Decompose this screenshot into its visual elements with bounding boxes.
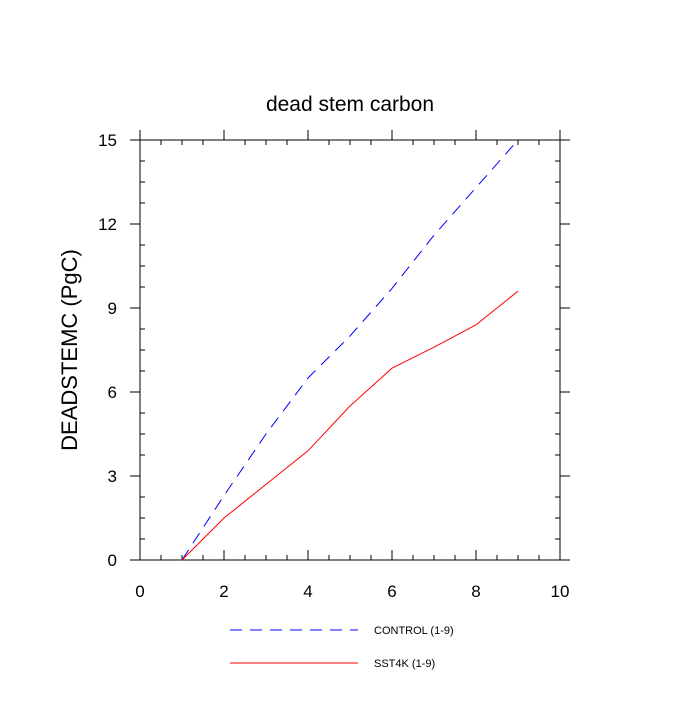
y-tick-label: 9 bbox=[108, 299, 117, 318]
x-tick-label: 4 bbox=[303, 582, 312, 601]
series-line-1 bbox=[181, 139, 519, 561]
x-tick-label: 10 bbox=[551, 582, 570, 601]
legend: CONTROL (1-9) SST4K (1-9) bbox=[230, 625, 454, 670]
series-line-2 bbox=[181, 290, 519, 561]
y-axis-title: DEADSTEMC (PgC) bbox=[57, 249, 82, 451]
x-tick-label: 8 bbox=[471, 582, 480, 601]
y-tick-label: 12 bbox=[98, 215, 117, 234]
y-tick-label: 3 bbox=[108, 467, 117, 486]
plot-area: 0 2 4 6 8 10 0 3 6 9 12 15 bbox=[98, 130, 570, 601]
plot-frame bbox=[139, 139, 561, 561]
x-tick-label: 6 bbox=[387, 582, 396, 601]
legend-label-1: CONTROL (1-9) bbox=[374, 625, 454, 637]
x-tick-label: 2 bbox=[219, 582, 228, 601]
x-tick-label: 0 bbox=[135, 582, 144, 601]
legend-label-2: SST4K (1-9) bbox=[374, 658, 435, 670]
chart-title: dead stem carbon bbox=[266, 93, 434, 116]
y-tick-label: 6 bbox=[108, 383, 117, 402]
y-tick-label: 0 bbox=[108, 551, 117, 570]
y-tick-label: 15 bbox=[98, 131, 117, 150]
